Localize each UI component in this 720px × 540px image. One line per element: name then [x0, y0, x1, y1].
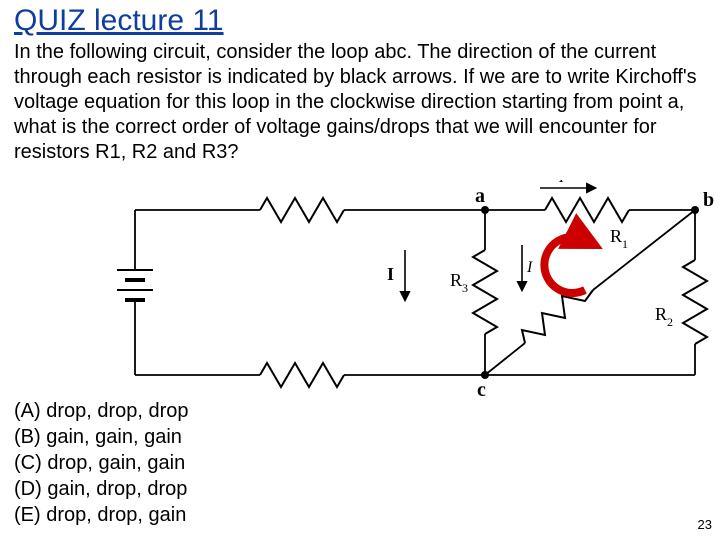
r2-label: R2	[655, 304, 673, 329]
i-right-label: I	[526, 259, 533, 276]
option-e: (E) drop, drop, gain	[14, 502, 189, 528]
option-d: (D) gain, drop, drop	[14, 476, 189, 502]
node-a-label: a	[475, 185, 485, 207]
r1-label: R1	[610, 226, 628, 251]
page-number: 23	[698, 517, 712, 532]
node-b-label: b	[703, 189, 714, 211]
i-left-label: I	[387, 264, 394, 284]
option-a: (A) drop, drop, drop	[14, 398, 189, 424]
node-c-label: c	[477, 379, 486, 401]
option-c: (C) drop, gain, gain	[14, 450, 189, 476]
circuit-diagram: a b c R1 R2 R3 I I I	[115, 180, 715, 410]
question-text: In the following circuit, consider the l…	[14, 40, 706, 165]
i-top-label: I	[558, 180, 565, 186]
option-b: (B) gain, gain, gain	[14, 424, 189, 450]
page-title: QUIZ lecture 11	[14, 4, 706, 38]
answer-options: (A) drop, drop, drop (B) gain, gain, gai…	[14, 398, 189, 528]
r3-label: R3	[450, 270, 468, 295]
